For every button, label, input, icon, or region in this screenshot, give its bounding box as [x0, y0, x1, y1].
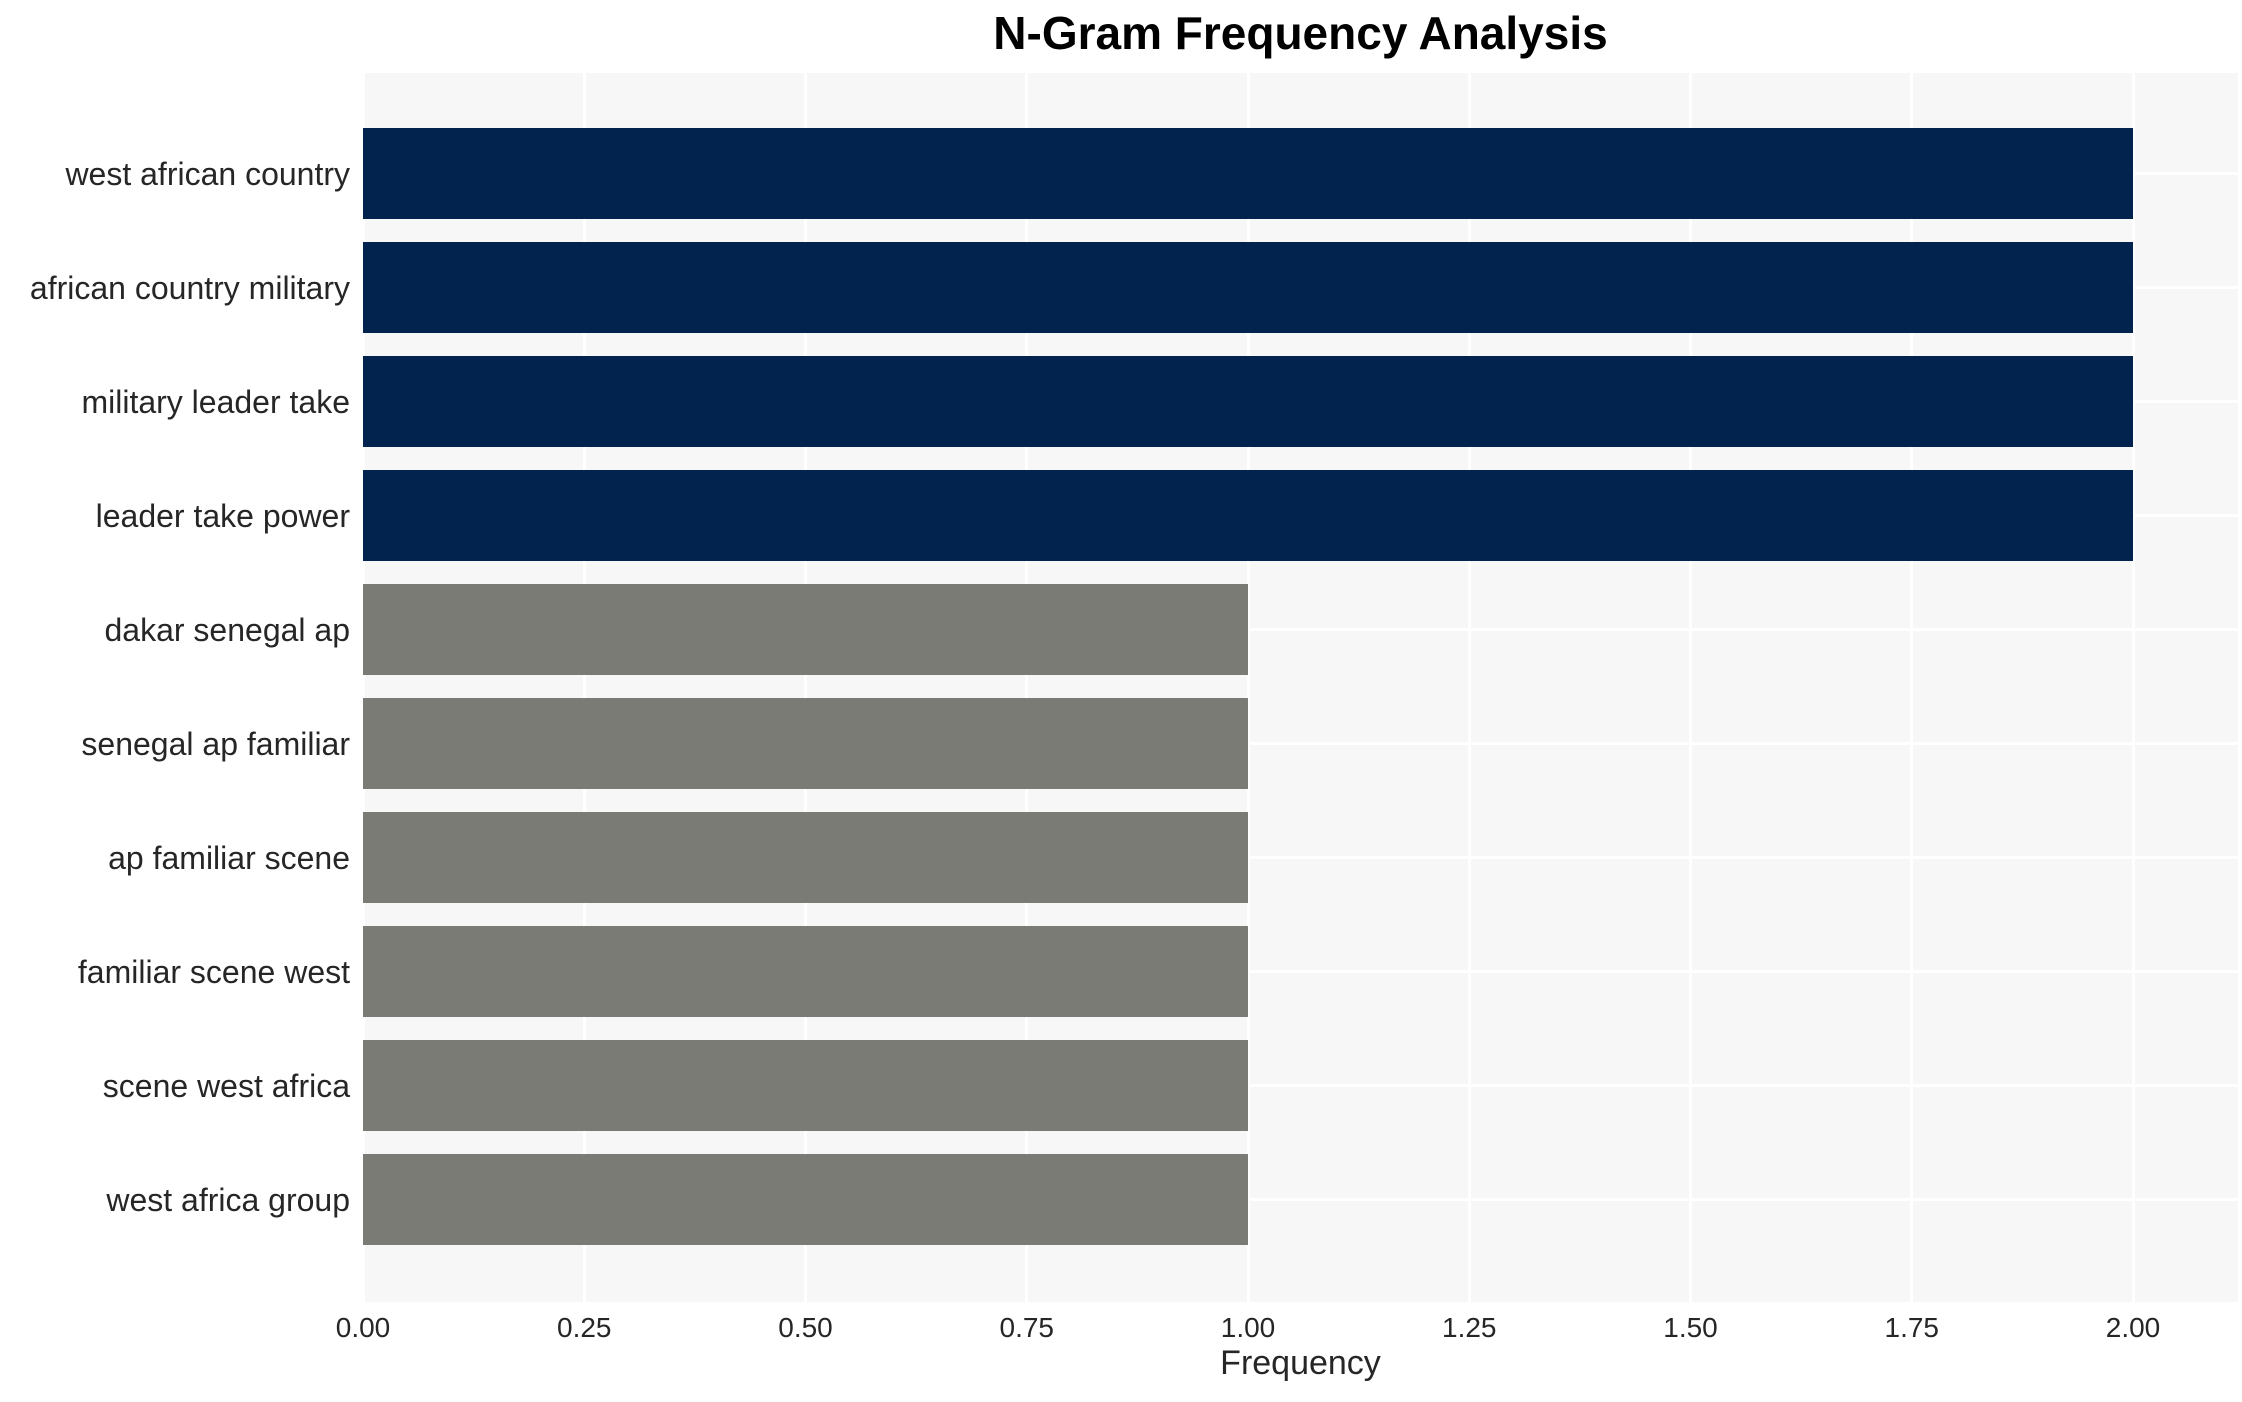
x-tick-label: 2.00	[2105, 1312, 2161, 1343]
x-gridline	[361, 73, 365, 1302]
bar-leader-take-power	[363, 470, 2133, 561]
y-axis-label: scene west africa	[102, 1067, 350, 1104]
x-tick-label: 1.25	[1442, 1312, 1497, 1343]
bar-west-african-country	[363, 128, 2133, 219]
bar-african-country-military	[363, 242, 2133, 333]
bar-west-africa-group	[363, 1154, 1248, 1245]
y-axis-label: dakar senegal ap	[104, 611, 350, 648]
x-gridline	[2131, 73, 2135, 1302]
x-tick-label: 0.75	[999, 1312, 1055, 1343]
x-tick-label: 1.50	[1663, 1312, 1718, 1343]
y-gridline	[363, 628, 2238, 631]
x-tick-label: 1.75	[1884, 1312, 1940, 1343]
y-axis-label: leader take power	[95, 497, 350, 534]
x-gridline	[804, 73, 807, 1302]
chart-title: N-Gram Frequency Analysis	[993, 7, 1608, 59]
bar-military-leader-take	[363, 356, 2133, 447]
y-axis-label: african country military	[29, 269, 350, 306]
y-axis-label: familiar scene west	[77, 953, 350, 990]
x-gridline	[1467, 73, 1471, 1302]
y-axis-label: ap familiar scene	[108, 839, 350, 876]
y-axis-label: west african country	[65, 155, 350, 192]
x-axis-title: Frequency	[1220, 1344, 1381, 1382]
bar-dakar-senegal-ap	[363, 584, 1248, 675]
bar-ap-familiar-scene	[363, 812, 1248, 903]
x-tick-label: 0.25	[557, 1312, 612, 1343]
plot-area	[361, 73, 2238, 1302]
bar-familiar-scene-west	[363, 926, 1248, 1017]
bar-scene-west-africa	[363, 1040, 1248, 1131]
y-gridline	[363, 856, 2238, 859]
y-axis-label: military leader take	[81, 383, 350, 420]
x-gridline	[1025, 73, 1029, 1302]
y-gridline	[363, 1084, 2238, 1087]
y-axis-label: senegal ap familiar	[81, 725, 350, 762]
y-gridline	[363, 970, 2238, 973]
y-gridline	[363, 742, 2238, 745]
y-gridline	[363, 1198, 2238, 1201]
x-tick-label: 0.50	[778, 1312, 833, 1343]
x-tick-label: 1.00	[1220, 1312, 1276, 1343]
x-gridline	[1689, 73, 1692, 1302]
x-gridline	[1246, 73, 1250, 1302]
x-gridline	[1910, 73, 1914, 1302]
x-gridline	[582, 73, 586, 1302]
x-tick-label: 0.00	[335, 1312, 391, 1343]
bar-senegal-ap-familiar	[363, 698, 1248, 789]
y-axis-label: west africa group	[106, 1181, 350, 1218]
